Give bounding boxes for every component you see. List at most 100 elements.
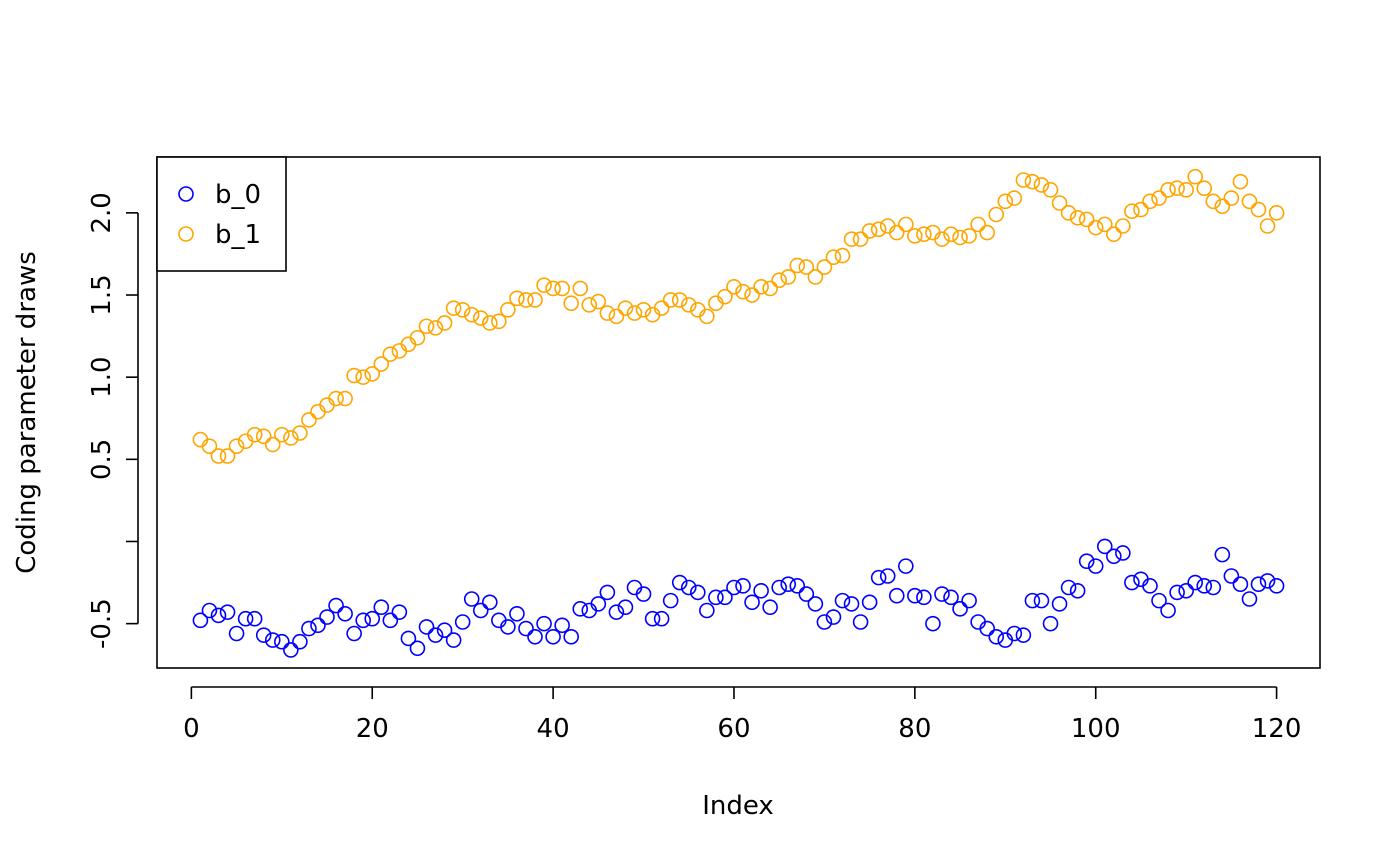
point-b_1-115: [1223, 190, 1240, 206]
point-b_1-70: [816, 259, 833, 275]
point-b_0-106: [1142, 578, 1158, 594]
point-b_0-48: [617, 599, 634, 616]
point-b_0-16: [328, 597, 344, 614]
point-b_1-100: [1087, 219, 1104, 236]
point-b_0-53: [662, 592, 679, 609]
x-tick-label: 0: [183, 714, 200, 744]
x-tick-label: 120: [1252, 714, 1302, 744]
point-b_1-46: [599, 305, 616, 321]
point-b_1-68: [798, 259, 815, 275]
point-b_0-35: [500, 619, 516, 635]
point-b_0-92: [1015, 627, 1032, 643]
y-tick-label: 1.5: [87, 274, 117, 315]
point-b_0-81: [916, 589, 932, 606]
point-b_1-40: [545, 280, 561, 297]
point-b_1-3: [210, 448, 227, 464]
point-b_1-44: [581, 297, 598, 313]
point-b_1-108: [1160, 182, 1176, 198]
point-b_0-3: [210, 607, 227, 624]
point-b_0-51: [644, 610, 661, 627]
point-b_0-80: [907, 587, 923, 604]
point-b_0-32: [472, 602, 489, 619]
points-layer: [192, 168, 1285, 658]
point-b_1-50: [635, 302, 652, 318]
x-tick-label: 40: [537, 714, 570, 744]
point-b_0-94: [1033, 592, 1050, 609]
point-b_0-96: [1051, 596, 1068, 612]
point-b_1-36: [509, 290, 525, 307]
point-b_0-37: [518, 620, 534, 637]
point-b_1-72: [834, 247, 851, 264]
point-b_0-61: [735, 578, 751, 594]
point-b_0-102: [1106, 548, 1122, 565]
point-b_1-111: [1187, 168, 1203, 185]
point-b_0-114: [1214, 546, 1231, 563]
point-b_1-95: [1042, 182, 1059, 198]
point-b_0-40: [545, 628, 561, 645]
point-b_0-66: [780, 576, 797, 593]
point-b_1-33: [481, 315, 498, 331]
point-b_0-64: [762, 599, 778, 616]
x-tick-label: 60: [717, 714, 750, 744]
point-b_0-18: [346, 625, 362, 642]
point-b_1-74: [852, 231, 869, 247]
legend-box: [156, 156, 287, 272]
point-b_1-53: [662, 292, 679, 308]
point-b_0-30: [454, 614, 471, 630]
point-b_1-28: [436, 315, 453, 331]
point-b_0-1: [192, 612, 209, 629]
point-b_1-25: [409, 329, 426, 346]
point-b_0-113: [1205, 579, 1222, 596]
point-b_0-60: [726, 579, 742, 596]
point-b_1-43: [572, 280, 589, 297]
point-b_0-74: [852, 614, 869, 630]
point-b_1-22: [382, 346, 399, 362]
point-b_0-17: [337, 605, 353, 622]
point-b_0-93: [1024, 592, 1041, 609]
point-b_0-91: [1006, 625, 1023, 642]
point-b_1-89: [988, 206, 1005, 223]
point-b_1-78: [888, 224, 905, 241]
point-b_1-8: [255, 428, 272, 445]
point-b_1-94: [1033, 177, 1050, 193]
point-b_0-52: [653, 610, 670, 627]
point-b_1-98: [1069, 209, 1086, 226]
point-b_0-75: [861, 594, 878, 611]
point-b_0-29: [445, 632, 462, 648]
point-b_0-101: [1096, 538, 1113, 555]
point-b_0-27: [427, 627, 444, 643]
point-b_1-9: [264, 436, 281, 453]
point-b_1-54: [671, 292, 688, 308]
point-b_0-83: [934, 586, 950, 602]
point-b_1-96: [1051, 195, 1068, 211]
point-b_0-71: [825, 609, 842, 625]
point-b_1-27: [427, 320, 444, 336]
point-b_0-109: [1169, 584, 1185, 601]
point-b_0-63: [753, 582, 769, 599]
point-b_0-42: [563, 628, 579, 645]
point-b_1-11: [283, 430, 299, 446]
point-b_1-42: [563, 295, 579, 312]
point-b_1-45: [590, 293, 607, 310]
point-b_0-82: [925, 615, 941, 632]
point-b_0-54: [671, 574, 688, 591]
point-b_0-23: [391, 604, 408, 620]
point-b_1-109: [1169, 180, 1185, 197]
point-b_0-110: [1178, 582, 1194, 599]
point-b_0-25: [409, 640, 426, 657]
point-b_1-86: [961, 228, 977, 244]
point-b_0-115: [1223, 568, 1240, 584]
point-b_0-4: [219, 604, 236, 620]
point-b_0-33: [481, 594, 498, 611]
point-b_1-61: [735, 283, 751, 300]
point-b_1-13: [301, 412, 317, 428]
point-b_1-110: [1178, 182, 1194, 198]
point-b_1-59: [717, 288, 733, 305]
point-b_1-48: [617, 300, 634, 316]
point-b_1-17: [337, 390, 353, 407]
point-b_0-58: [708, 589, 724, 606]
point-b_1-118: [1250, 201, 1267, 218]
point-b_1-99: [1078, 211, 1095, 228]
point-b_0-88: [979, 620, 996, 637]
point-b_0-38: [527, 628, 543, 645]
